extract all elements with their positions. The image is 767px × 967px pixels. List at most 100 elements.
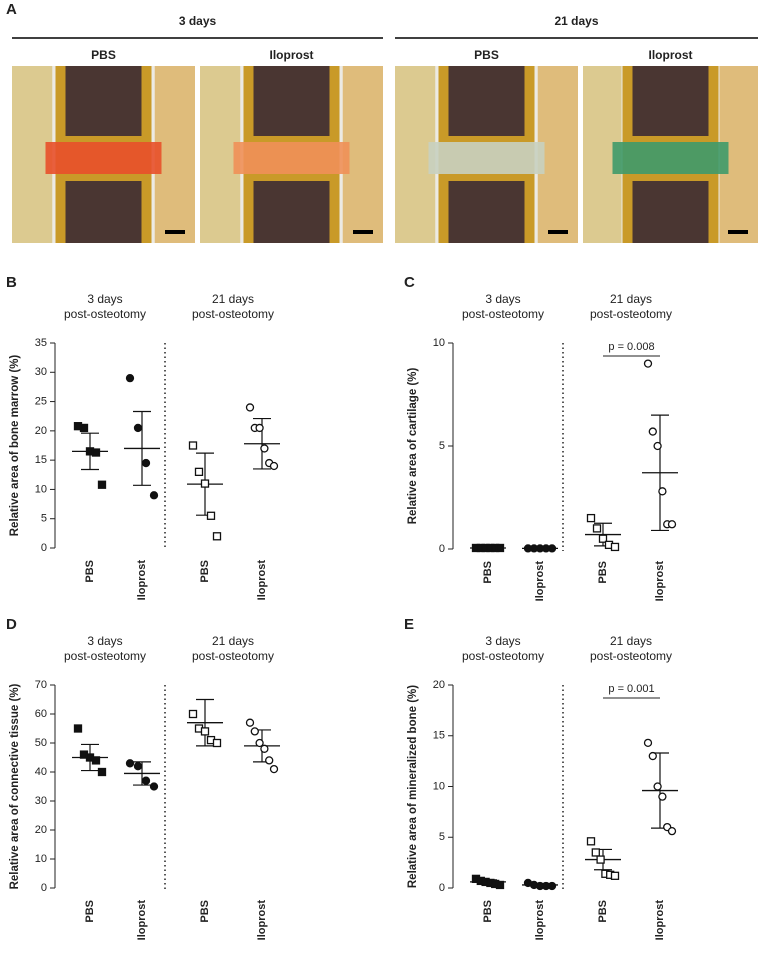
x-tick-label: PBS [482, 900, 494, 923]
p-value: p = 0.008 [608, 341, 654, 353]
data-point [194, 467, 204, 477]
x-tick-label: Iloprost [534, 900, 546, 941]
data-point [269, 461, 279, 471]
group-label: 21 days [212, 292, 254, 306]
group-label: post-osteotomy [590, 649, 672, 663]
y-tick-label: 25 [35, 395, 47, 407]
marrow-bottom [448, 181, 525, 243]
x-tick-label: Iloprost [654, 900, 666, 941]
data-point [586, 513, 596, 523]
y-tick-label: 15 [433, 730, 445, 742]
data-point [91, 448, 101, 457]
data-point [149, 782, 159, 791]
data-point [658, 792, 667, 801]
data-point [200, 479, 210, 488]
data-point [149, 491, 159, 500]
data-point [200, 727, 210, 736]
image-label: PBS [91, 48, 116, 62]
x-tick-label: PBS [84, 900, 96, 923]
data-point [648, 751, 657, 761]
x-tick-label: PBS [84, 560, 96, 583]
group-label: post-osteotomy [590, 307, 672, 321]
group-label: post-osteotomy [462, 307, 544, 321]
x-tick-label: Iloprost [256, 560, 268, 601]
marrow-top [448, 66, 525, 136]
group-label: 21 days [554, 14, 598, 28]
scale-bar [165, 230, 185, 234]
data-point [260, 444, 269, 453]
y-tick-label: 20 [35, 425, 47, 437]
y-tick-label: 10 [433, 337, 445, 349]
y-tick-label: 0 [41, 542, 47, 554]
image-label: PBS [474, 48, 499, 62]
p-value: p = 0.001 [608, 683, 654, 695]
osteotomy-gap [233, 142, 350, 174]
x-tick-label: Iloprost [654, 561, 666, 602]
data-point [596, 855, 605, 864]
y-tick-label: 0 [41, 882, 47, 894]
osteotomy-gap [45, 142, 162, 174]
data-point [206, 511, 216, 520]
data-point [265, 756, 274, 765]
group-label: 21 days [610, 292, 652, 306]
data-point [495, 880, 505, 890]
data-point [653, 441, 662, 451]
data-point [97, 480, 107, 489]
y-tick-label: 60 [35, 708, 47, 720]
osteotomy-gap [428, 142, 545, 174]
y-tick-label: 0 [439, 543, 445, 555]
y-tick-label: 10 [35, 483, 47, 495]
data-point [667, 827, 677, 836]
panel-letter: E [404, 616, 414, 633]
data-point [653, 782, 662, 791]
data-point [212, 738, 222, 748]
group-label: 21 days [610, 634, 652, 648]
data-point [547, 881, 557, 891]
data-point [133, 762, 143, 771]
data-point [598, 534, 608, 543]
x-tick-label: Iloprost [256, 900, 268, 941]
panel-letter: A [6, 1, 17, 18]
group-label: 3 days [485, 292, 520, 306]
y-tick-label: 35 [35, 337, 47, 349]
y-tick-label: 15 [35, 454, 47, 466]
y-tick-label: 10 [433, 780, 445, 792]
data-point [648, 427, 657, 436]
scale-bar [728, 230, 748, 234]
x-tick-label: Iloprost [534, 561, 546, 602]
data-point [133, 423, 143, 433]
data-point [592, 524, 602, 533]
y-tick-label: 70 [35, 679, 47, 691]
group-label: 3 days [485, 634, 520, 648]
marrow-top [632, 66, 709, 136]
group-label: 3 days [87, 634, 122, 648]
data-point [212, 532, 222, 541]
y-axis-label: Relative area of connective tissue (%) [9, 683, 21, 889]
data-point [141, 776, 151, 785]
x-tick-label: PBS [597, 900, 609, 923]
data-point [610, 871, 620, 880]
marrow-bottom [632, 181, 709, 243]
y-tick-label: 5 [439, 440, 445, 452]
y-tick-label: 20 [35, 824, 47, 836]
x-tick-label: Iloprost [136, 900, 148, 941]
group-label: post-osteotomy [462, 649, 544, 663]
y-tick-label: 30 [35, 366, 47, 378]
group-label: 21 days [212, 634, 254, 648]
panel-letter: D [6, 616, 17, 633]
marrow-top [65, 66, 142, 136]
y-tick-label: 10 [35, 853, 47, 865]
data-point [245, 718, 255, 727]
data-point [610, 542, 620, 552]
data-point [495, 543, 505, 553]
y-tick-label: 5 [439, 831, 445, 843]
group-label: post-osteotomy [192, 307, 274, 321]
y-tick-label: 40 [35, 766, 47, 778]
data-point [260, 744, 269, 753]
data-point [269, 764, 279, 774]
group-label: 3 days [179, 14, 217, 28]
marrow-bottom [253, 181, 330, 243]
panel-letter: B [6, 274, 17, 291]
data-point [643, 738, 653, 748]
